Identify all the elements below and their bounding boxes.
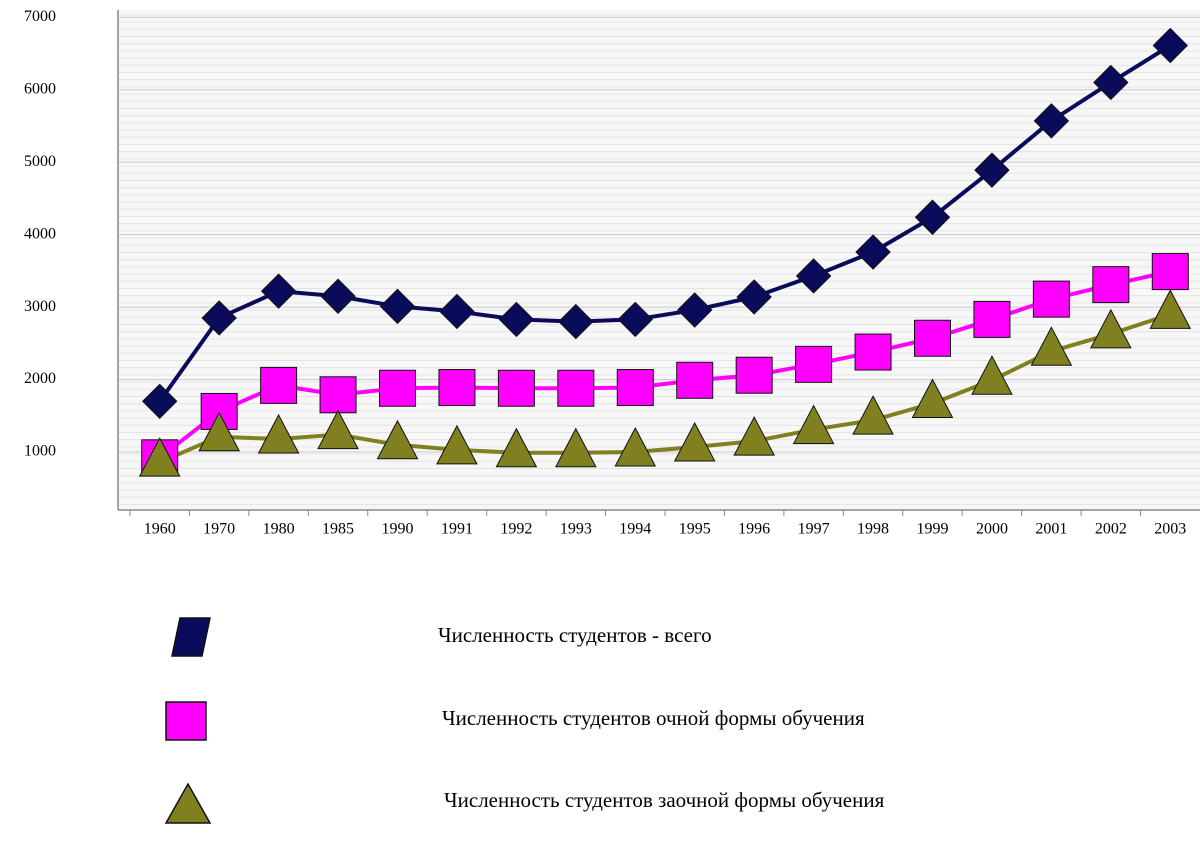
marker [733,416,775,456]
y-tick-label: 3000 [24,298,56,315]
series-layer [138,27,1192,477]
x-tick-label: 1999 [917,521,949,538]
y-tick-label: 2000 [24,370,56,387]
marker [854,333,892,371]
marker [1090,308,1132,349]
marker [319,376,357,414]
legend-swatch [171,617,211,657]
marker [677,292,713,328]
marker [735,356,773,394]
marker [852,395,894,435]
marker [673,421,716,462]
x-tick-label: 1996 [738,521,770,538]
x-tick-label: 1990 [382,521,414,538]
marker [1149,289,1192,329]
marker [1033,103,1070,139]
marker [438,369,476,407]
marker [795,258,832,294]
marker [616,369,654,407]
x-tick-label: 1985 [322,521,354,538]
plot-area [118,10,1200,510]
x-tick-label: 2002 [1095,521,1127,538]
x-tick-label: 1995 [679,521,711,538]
marker [914,199,951,235]
marker [911,378,954,418]
marker [138,437,181,477]
x-tick-label: 2001 [1035,521,1067,538]
legend-swatch [164,782,212,824]
marker [201,300,237,336]
marker [260,273,297,309]
marker [497,369,535,407]
marker [855,234,891,270]
x-tick-label: 1992 [500,521,532,538]
marker [792,404,835,445]
marker [914,319,951,357]
x-tick-label: 1980 [263,521,295,538]
marker [320,278,356,314]
marker [971,355,1013,395]
marker [617,301,653,338]
x-tick-label: 1993 [560,521,592,538]
marker [1032,280,1070,318]
y-tick-label: 5000 [24,153,56,170]
marker [1152,27,1188,64]
marker [555,427,597,468]
x-tick-label: 1970 [203,521,235,538]
legend-label: Численность студентов - всего [438,623,712,647]
y-tick-label: 4000 [24,225,56,242]
x-tick-label: 1991 [441,521,473,538]
x-tick-label: 1998 [857,521,889,538]
marker [1151,253,1189,291]
marker [379,288,416,325]
marker [495,427,538,468]
legend-swatch [165,701,207,741]
y-tick-label: 6000 [24,80,56,97]
marker [498,301,535,338]
x-tick-label: 1994 [619,521,651,538]
marker [974,152,1010,188]
marker [260,366,298,404]
marker [376,419,419,460]
y-tick-label: 7000 [24,8,56,25]
marker [1093,64,1129,101]
marker [676,361,714,399]
marker [379,369,416,407]
marker [736,279,772,315]
marker [439,293,475,330]
marker [257,413,300,454]
marker [557,369,595,407]
marker [436,424,478,465]
marker [614,426,657,467]
x-tick-label: 2003 [1154,521,1186,538]
legend-label: Численность студентов заочной формы обуч… [444,788,885,812]
legend: Численность студентов - всего Численность… [164,617,885,824]
marker [142,383,178,420]
x-tick-label: 1960 [144,521,176,538]
x-tick-label: 1997 [798,521,830,538]
marker [198,411,240,452]
marker [317,409,359,450]
y-tick-label: 1000 [24,443,56,460]
marker [973,300,1011,338]
legend-label: Численность студентов очной формы обучен… [442,706,865,730]
marker [558,303,594,340]
x-tick-label: 2000 [976,521,1008,538]
marker [1030,326,1073,366]
marker [795,345,833,383]
marker [1092,266,1130,304]
